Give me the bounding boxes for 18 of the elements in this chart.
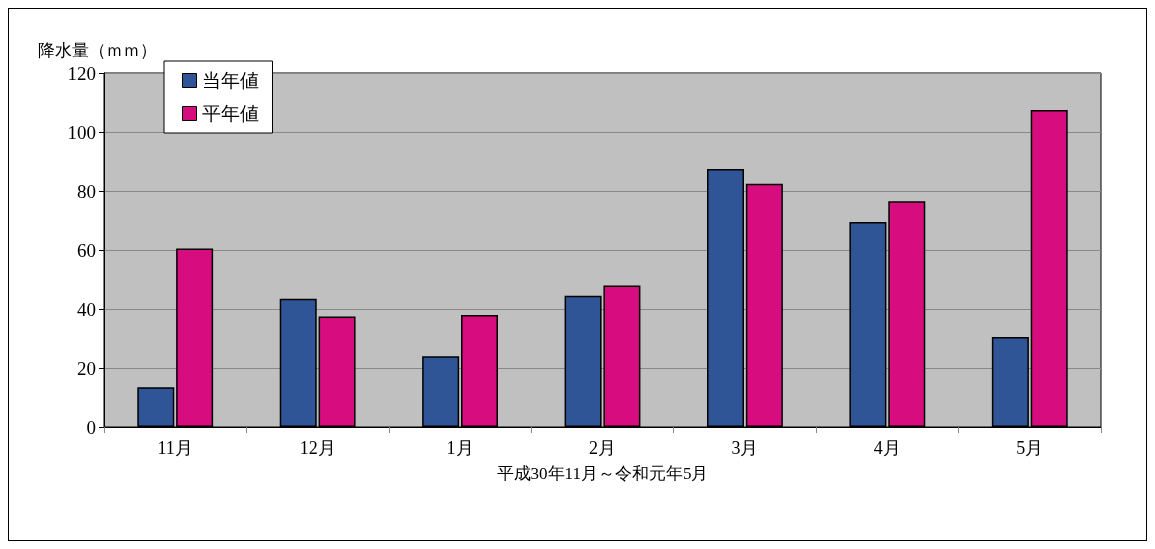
x-tick-label: 11月: [157, 438, 193, 458]
x-tick-label: 3月: [731, 438, 759, 458]
x-axis-title: 平成30年11月～令和元年5月: [496, 464, 709, 483]
y-tick-label: 20: [77, 357, 96, 379]
legend-label: 平年値: [201, 103, 259, 124]
y-tick-label: 40: [77, 298, 96, 320]
x-tick-label: 12月: [299, 438, 336, 458]
y-tick-label: 100: [67, 121, 96, 143]
y-tick-label: 0: [86, 416, 96, 438]
x-tick-label: 1月: [446, 438, 474, 458]
x-tick-label: 2月: [589, 438, 616, 458]
x-tick-label: 5月: [1016, 438, 1044, 458]
y-tick-label: 80: [77, 180, 96, 202]
x-tick-label: 4月: [873, 438, 901, 458]
y-tick-label: 60: [77, 239, 96, 261]
y-axis-title: 降水量（ｍｍ）: [38, 41, 157, 60]
legend-label: 当年値: [201, 70, 259, 91]
y-tick-label: 120: [67, 62, 96, 84]
